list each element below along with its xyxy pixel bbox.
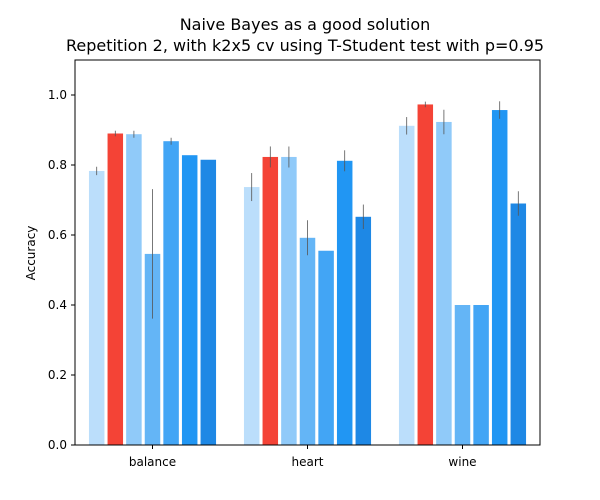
bar-wine-4 xyxy=(454,305,471,445)
bar-balance-5 xyxy=(163,141,179,445)
bar-wine-3 xyxy=(436,121,452,445)
x-tick-label-balance: balance xyxy=(129,455,176,469)
bar-wine-6 xyxy=(491,110,508,446)
bar-heart-6 xyxy=(336,160,353,446)
bar-heart-7 xyxy=(355,216,372,445)
bar-wine-2 xyxy=(417,104,434,445)
x-tick-label-heart: heart xyxy=(292,455,324,469)
y-tick-label: 1.0 xyxy=(48,88,67,102)
chart-subtitle: Repetition 2, with k2x5 cv using T-Stude… xyxy=(66,36,544,55)
y-ticks-group: 0.0 0.2 0.4 0.6 0.8 1.0 xyxy=(48,88,75,452)
bar-balance-3 xyxy=(126,134,142,445)
bar-balance-1 xyxy=(88,170,105,445)
error-bars-group xyxy=(96,101,519,319)
y-axis-label: Accuracy xyxy=(24,226,38,281)
bars-group xyxy=(88,104,527,446)
bar-heart-3 xyxy=(281,156,297,445)
bar-wine-7 xyxy=(510,203,527,445)
y-tick-label: 0.8 xyxy=(48,158,67,172)
y-tick-label: 0.2 xyxy=(48,368,67,382)
bar-wine-1 xyxy=(398,125,415,446)
plot-frame xyxy=(74,59,541,446)
x-tick-label-wine: wine xyxy=(448,455,476,469)
bar-balance-4 xyxy=(144,253,161,445)
bar-balance-7 xyxy=(200,159,217,445)
bar-balance-6 xyxy=(181,155,198,445)
y-tick-label: 0.4 xyxy=(48,298,67,312)
bar-balance-2 xyxy=(107,133,124,445)
x-ticks-group: balance heart wine xyxy=(129,445,477,469)
y-tick-label: 0.6 xyxy=(48,228,67,242)
bar-heart-4 xyxy=(299,237,316,445)
bar-heart-5 xyxy=(318,250,334,445)
y-tick-label: 0.0 xyxy=(48,438,67,452)
bar-heart-2 xyxy=(262,156,279,445)
bar-wine-5 xyxy=(473,305,489,445)
bar-heart-1 xyxy=(243,187,260,446)
chart-title: Naive Bayes as a good solution xyxy=(180,15,431,34)
